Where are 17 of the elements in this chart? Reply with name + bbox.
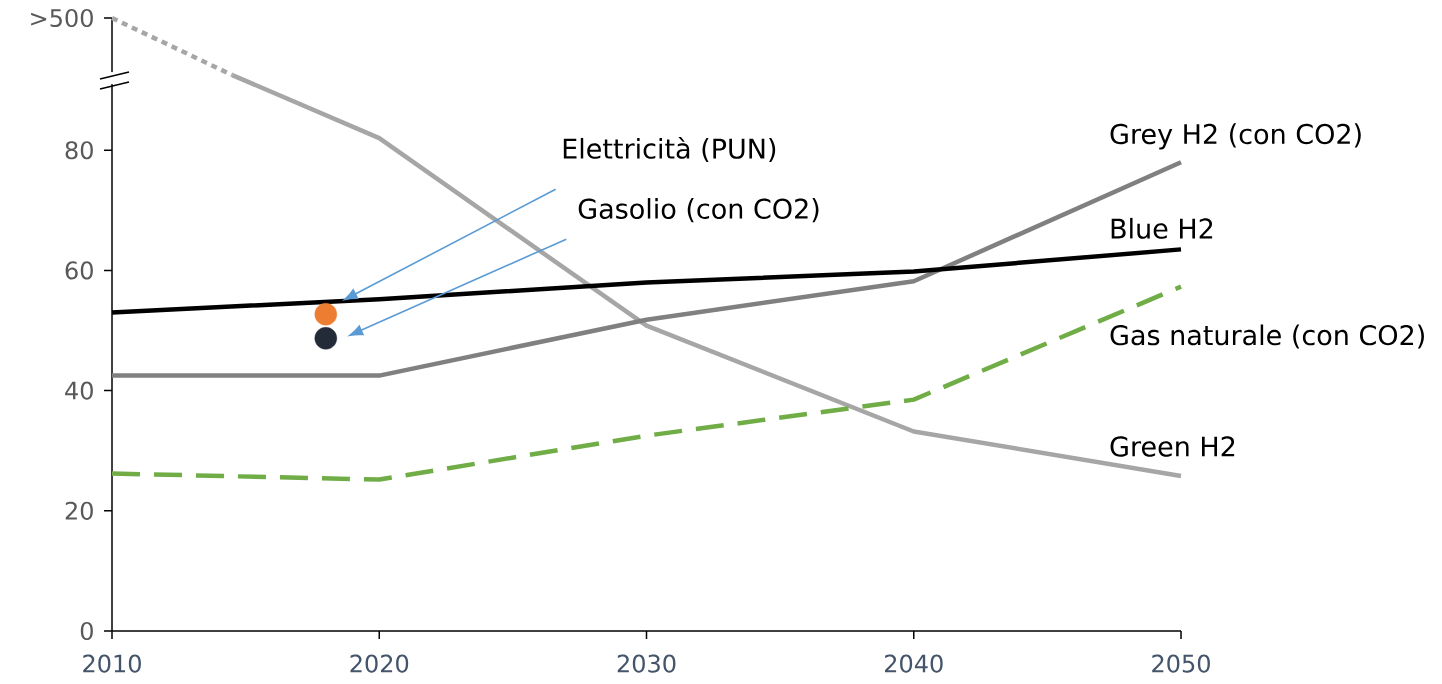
x-tick-label: 2030 bbox=[617, 654, 676, 673]
y-tick-label: 40 bbox=[65, 381, 93, 400]
y-tick-label: 80 bbox=[65, 141, 93, 160]
x-tick-label: 2020 bbox=[350, 654, 409, 673]
y-tick-label: 20 bbox=[65, 501, 93, 520]
series-label: Grey H2 (con CO2) bbox=[1110, 123, 1361, 150]
annotation: Elettricità (PUN) bbox=[563, 136, 776, 163]
series-label: Blue H2 bbox=[1111, 217, 1213, 239]
y-tick-label: 60 bbox=[65, 261, 93, 280]
y-tick-label: >500 bbox=[31, 8, 93, 28]
x-tick-label: 2050 bbox=[1152, 654, 1210, 673]
series-label: Green H2 bbox=[1110, 436, 1235, 457]
y-tick-label: 0 bbox=[80, 621, 93, 641]
series-label: Gas naturale (con CO2) bbox=[1110, 324, 1424, 349]
x-tick-label: 2040 bbox=[884, 654, 943, 673]
annotation: Gasolio (con CO2) bbox=[578, 198, 819, 223]
x-tick-label: 2010 bbox=[83, 654, 141, 673]
